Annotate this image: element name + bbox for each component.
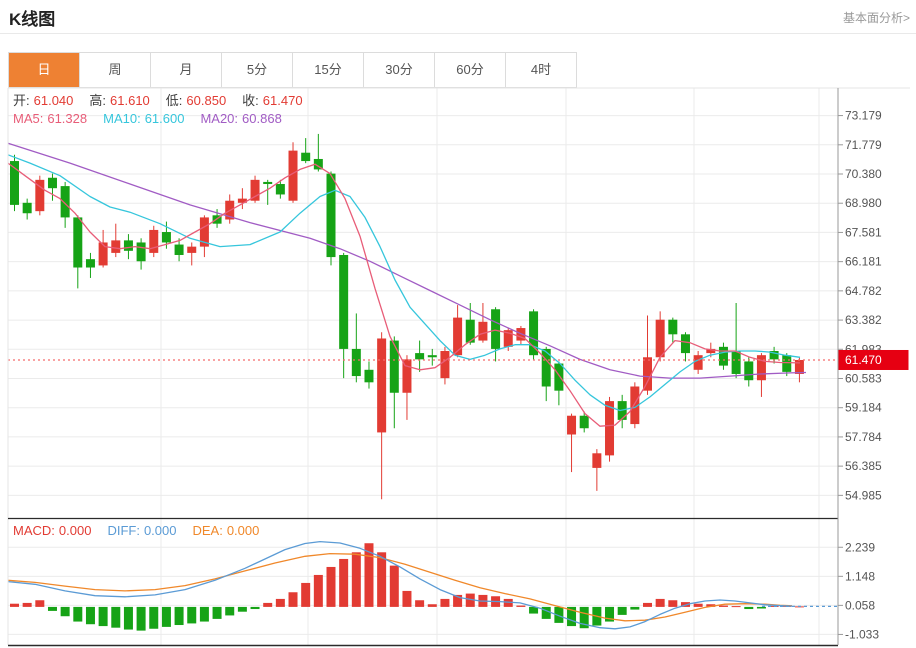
tab-week[interactable]: 周 [80, 53, 151, 87]
price-axis: 73.179 71.779 70.380 68.980 67.581 66.181 64.7… [838, 109, 882, 641]
svg-text:63.382: 63.382 [845, 313, 882, 327]
ma5-line [7, 162, 801, 427]
diff-line [7, 540, 793, 630]
ma20-line [7, 142, 807, 379]
svg-text:67.581: 67.581 [845, 225, 882, 239]
last-price-badge: 61.470 [838, 349, 909, 370]
macd-legend: MACD: 0.000 DIFF: 0.000 DEA: 0.000 [13, 522, 275, 539]
fundamental-analysis-link[interactable]: 基本面分析> [842, 11, 910, 25]
svg-text:57.784: 57.784 [845, 430, 882, 444]
tab-min5[interactable]: 5分 [222, 53, 293, 87]
svg-text:68.980: 68.980 [845, 196, 882, 210]
svg-text:66.181: 66.181 [845, 255, 882, 269]
legend-item: 开: 61.040 [13, 93, 74, 108]
legend-item: MACD: 0.000 [13, 523, 92, 538]
svg-text:60.583: 60.583 [845, 372, 882, 386]
legend-item: MA10: 61.600 [103, 111, 185, 126]
svg-text:0.058: 0.058 [845, 598, 875, 612]
dea-line [7, 552, 793, 622]
legend-item: MA20: 60.868 [200, 111, 282, 126]
svg-text:2.239: 2.239 [845, 540, 875, 554]
title-divider [0, 33, 916, 34]
svg-text:59.184: 59.184 [845, 401, 882, 415]
legend-item: 低: 60.850 [165, 93, 227, 108]
svg-text:70.380: 70.380 [845, 167, 882, 181]
legend-item: MA5: 61.328 [13, 111, 88, 126]
candles-layer [10, 133, 804, 500]
svg-text:64.782: 64.782 [845, 284, 882, 298]
tab-hour4[interactable]: 4时 [506, 53, 577, 87]
grid-layer [8, 88, 838, 645]
tab-month[interactable]: 月 [151, 53, 222, 87]
legend-item: 收: 61.470 [242, 93, 303, 108]
legend-item: 高: 61.610 [89, 93, 150, 108]
tab-day[interactable]: 日 [9, 53, 80, 87]
interval-tabs: 日周月 5分 15分 30分 60分 4时 [8, 52, 577, 88]
page-title: K线图 [9, 10, 56, 29]
svg-text:61.470: 61.470 [845, 353, 882, 367]
svg-text:71.779: 71.779 [845, 138, 882, 152]
svg-text:1.148: 1.148 [845, 569, 875, 583]
svg-text:73.179: 73.179 [845, 109, 882, 123]
svg-text:56.385: 56.385 [845, 459, 882, 473]
tab-min30[interactable]: 30分 [364, 53, 435, 87]
svg-text:-1.033: -1.033 [845, 627, 879, 641]
tab-min15[interactable]: 15分 [293, 53, 364, 87]
macd-histogram [10, 543, 804, 631]
ohlc-legend: 开: 61.040 高: 61.610 低: 60.850 收: 61.470 [13, 92, 319, 109]
ma-legend: MA5: 61.328 MA10: 61.600 MA20: 60.868 [13, 110, 298, 127]
svg-text:54.985: 54.985 [845, 488, 882, 502]
pane-borders [7, 87, 910, 647]
legend-item: DIFF: 0.000 [107, 523, 177, 538]
tab-min60[interactable]: 60分 [435, 53, 506, 87]
legend-item: DEA: 0.000 [192, 523, 260, 538]
